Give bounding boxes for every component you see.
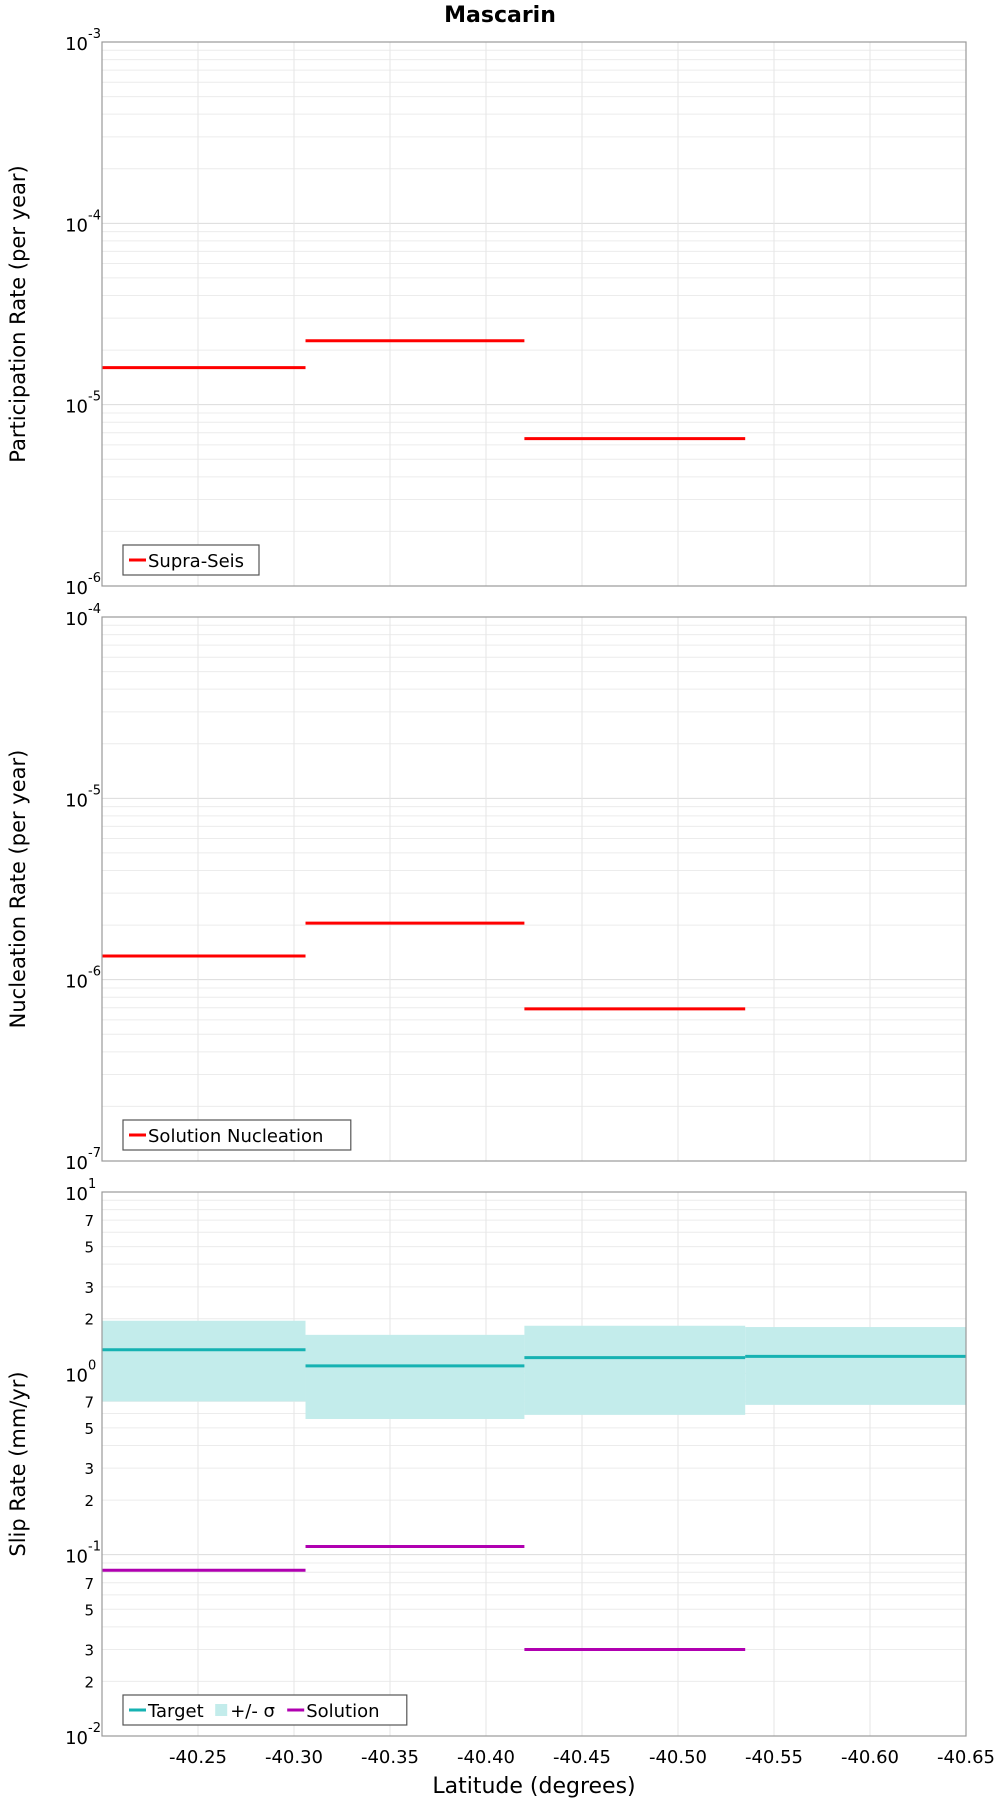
band-segment [524,1325,746,1415]
y-minor-tick-label: 7 [84,1212,94,1230]
y-tick-label: 10 [65,397,88,418]
y-tick-label: 10 [65,790,88,811]
band-segment [305,1334,525,1419]
x-tick-label: -40.60 [841,1747,899,1768]
y-tick-exponent: -6 [88,571,101,586]
x-axis-label: Latitude (degrees) [432,1774,635,1799]
x-tick-label: -40.30 [265,1747,323,1768]
y-tick-label: 10 [65,578,88,599]
band-segment [745,1327,966,1405]
y-tick-exponent: -3 [88,27,101,42]
legend-label: Solution [306,1701,379,1722]
y-tick-label: 10 [65,1547,88,1568]
legend-swatch [215,1704,228,1716]
plot-area-2 [102,617,966,1161]
y-tick-exponent: -6 [88,965,101,980]
y-tick-label: 10 [65,1728,88,1749]
y-axis-label: Participation Rate (per year) [6,165,30,462]
legend-label: Supra-Seis [148,551,244,572]
plot-frame [101,616,967,1162]
y-minor-tick-label: 5 [84,1420,94,1438]
y-axis-label: Nucleation Rate (per year) [6,750,30,1029]
y-minor-tick-label: 7 [84,1575,94,1593]
y-axis-label: Slip Rate (mm/yr) [6,1371,30,1556]
y-tick-exponent: -7 [88,1146,101,1161]
x-tick-label: -40.40 [457,1747,515,1768]
legend-label: Target [147,1701,204,1722]
band-segment [102,1320,306,1402]
y-minor-tick-label: 3 [84,1279,94,1297]
y-tick-exponent: -1 [88,1540,101,1555]
legend-2: Solution Nucleation [122,1119,352,1151]
x-tick-label: -40.65 [937,1747,995,1768]
legend-label: Solution Nucleation [148,1126,323,1147]
y-tick-label: 10 [65,972,88,993]
y-tick-exponent: -5 [88,390,101,405]
y-tick-exponent: -5 [88,783,101,798]
y-tick-exponent: 0 [88,1358,96,1373]
y-tick-exponent: 1 [88,1177,96,1192]
plot-frame [101,41,967,587]
y-tick-exponent: -4 [88,208,101,223]
plot-frame [101,1191,967,1737]
legend-box [122,1694,408,1726]
y-minor-tick-label: 5 [84,1601,94,1619]
x-tick-label: -40.45 [553,1747,611,1768]
y-minor-tick-label: 3 [84,1641,94,1659]
y-tick-exponent: -4 [88,602,101,617]
x-tick-label: -40.50 [649,1747,707,1768]
y-minor-tick-label: 2 [84,1673,94,1691]
y-minor-tick-label: 2 [84,1492,94,1510]
plot-area-1 [102,42,966,586]
y-minor-tick-label: 7 [84,1393,94,1411]
legend-box [122,1119,352,1151]
y-minor-tick-label: 2 [84,1311,94,1329]
y-tick-label: 10 [65,34,88,55]
legend-1: Supra-Seis [122,544,260,576]
x-tick-label: -40.25 [169,1747,227,1768]
legend-3: Target +/- σ Solution [122,1694,408,1726]
y-minor-tick-label: 5 [84,1239,94,1257]
y-tick-label: 10 [65,1365,88,1386]
legend-label: +/- σ [230,1701,275,1722]
chart-title: Mascarin [444,3,556,28]
y-tick-label: 10 [65,609,88,630]
x-tick-label: -40.55 [745,1747,803,1768]
y-tick-label: 10 [65,215,88,236]
plot-area-3 [102,1192,966,1736]
y-tick-label: 10 [65,1153,88,1174]
y-tick-label: 10 [65,1184,88,1205]
y-tick-exponent: -2 [88,1721,101,1736]
y-minor-tick-label: 3 [84,1460,94,1478]
x-tick-label: -40.35 [361,1747,419,1768]
